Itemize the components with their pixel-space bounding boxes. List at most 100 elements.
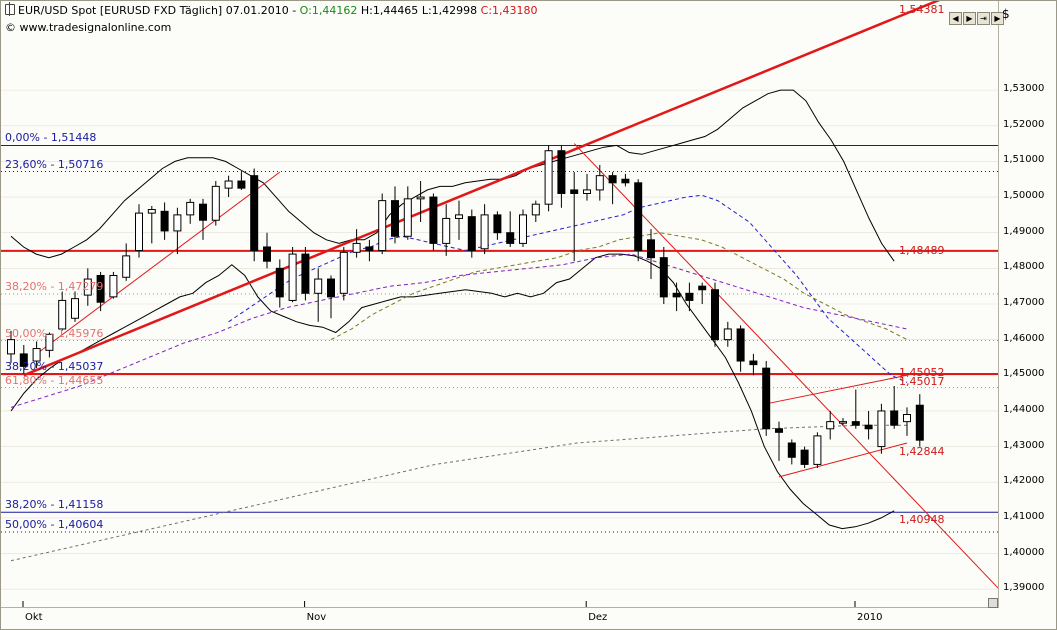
y-tick-label: 1,47000 (1003, 297, 1045, 308)
fib-label: 38,20% - 1,45037 (5, 359, 104, 373)
candle-up (314, 278, 323, 294)
candle-down (275, 267, 284, 298)
candle-down (199, 203, 207, 221)
sma-blue-line (228, 194, 908, 383)
y-tick-label: 1,49000 (1003, 225, 1045, 237)
x-tick-label: 2010 (857, 612, 883, 623)
candle-down (787, 442, 796, 458)
candle-down (864, 424, 873, 430)
y-tick-label: 1,41000 (1003, 510, 1045, 522)
level-label: 1,42844 (899, 445, 945, 459)
trend-line (766, 374, 908, 405)
level-label: 1,45017 (899, 374, 945, 388)
candle-down (800, 449, 809, 465)
candle-down (263, 246, 271, 262)
candle-down (96, 274, 105, 303)
candle-up (826, 421, 835, 430)
candle-up (288, 253, 297, 301)
resize-grip-icon[interactable] (988, 598, 998, 608)
candle-down (429, 196, 438, 244)
trend-line (36, 171, 281, 355)
candle-down (659, 257, 668, 298)
y-tick-label: 1,43000 (1003, 439, 1045, 451)
y-tick-label: 1,42000 (1003, 475, 1045, 487)
y-tick-label: 1,39000 (1003, 582, 1045, 594)
candle-up (583, 189, 591, 194)
trend-line (23, 1, 941, 377)
candle-down (608, 175, 617, 184)
candle-up (839, 421, 847, 424)
y-tick-label: 1,40000 (1003, 546, 1045, 558)
level-label: 1,40948 (899, 512, 945, 526)
y-tick-label: 1,52000 (1003, 118, 1045, 130)
candle-up (83, 278, 92, 296)
fib-label: 50,00% - 1,45976 (5, 326, 104, 340)
x-tick-label: Okt (25, 612, 43, 623)
candle-up (186, 201, 195, 216)
candle-icon (5, 2, 15, 16)
candle-up (109, 274, 118, 298)
plot-area[interactable] (1, 1, 999, 608)
copyright-label: © www.tradesignalonline.com (5, 21, 172, 34)
sma-olive-line (330, 232, 908, 341)
trend-line (778, 442, 908, 478)
candle-up (135, 212, 143, 252)
candle-up (544, 150, 553, 205)
candle-up (45, 333, 54, 351)
level-label: 1,45052 (899, 366, 945, 380)
level-label: 1,48489 (899, 243, 945, 257)
scroll-left-icon[interactable]: ◀ (949, 12, 962, 25)
symbol-label: EUR/USD Spot [EURUSD FXD (18, 4, 177, 17)
candle-up (531, 203, 540, 216)
candle-up (7, 339, 15, 355)
close-value: C:1,43180 (480, 4, 538, 17)
trend-line (573, 143, 998, 589)
candle-down (851, 421, 860, 426)
candle-up (416, 196, 425, 200)
candle-up (519, 214, 527, 244)
bollinger-upper-line (10, 89, 895, 262)
candle-down (391, 200, 399, 237)
candle-down (570, 189, 579, 194)
candle-down (493, 214, 502, 234)
price-chart (1, 1, 998, 607)
candle-up (877, 410, 886, 448)
candle-up (147, 209, 156, 214)
candle-down (250, 175, 259, 252)
axis-currency-symbol: $ (1002, 7, 1010, 21)
candle-up (339, 251, 348, 294)
y-tick-label: 1,48000 (1003, 261, 1045, 273)
x-tick-label: Nov (306, 612, 327, 623)
candle-down (749, 360, 758, 366)
bollinger-lower-line (10, 253, 895, 530)
x-tick-label: Dez (588, 612, 608, 623)
candle-up (173, 214, 182, 232)
candle-up (480, 214, 489, 250)
candle-down (685, 292, 694, 301)
candle-down (467, 216, 476, 252)
candle-down (327, 278, 335, 298)
candle-up (211, 185, 220, 221)
candle-down (915, 404, 924, 441)
scroll-end-icon[interactable]: ⇥ (977, 12, 990, 25)
fib-label: 0,00% - 1,51448 (5, 131, 97, 145)
candle-up (723, 328, 732, 341)
candle-up (455, 214, 463, 219)
y-tick-label: 1,44000 (1003, 403, 1045, 415)
candle-down (365, 246, 374, 252)
candle-up (813, 435, 822, 465)
fib-label: 50,00% - 1,40604 (5, 517, 104, 531)
scroll-right-icon[interactable]: ▶ (963, 12, 976, 25)
candle-up (71, 298, 79, 319)
y-tick-label: 1,46000 (1003, 332, 1045, 344)
candle-down (19, 353, 28, 367)
y-tick-label: 1,45000 (1003, 368, 1045, 380)
play-icon[interactable]: ▶ (991, 12, 1004, 25)
candle-up (442, 217, 451, 244)
candle-down (621, 178, 630, 184)
period-label: Täglich] (179, 4, 223, 17)
candle-down (506, 232, 515, 244)
candle-up (32, 348, 41, 362)
candle-up (903, 414, 911, 423)
